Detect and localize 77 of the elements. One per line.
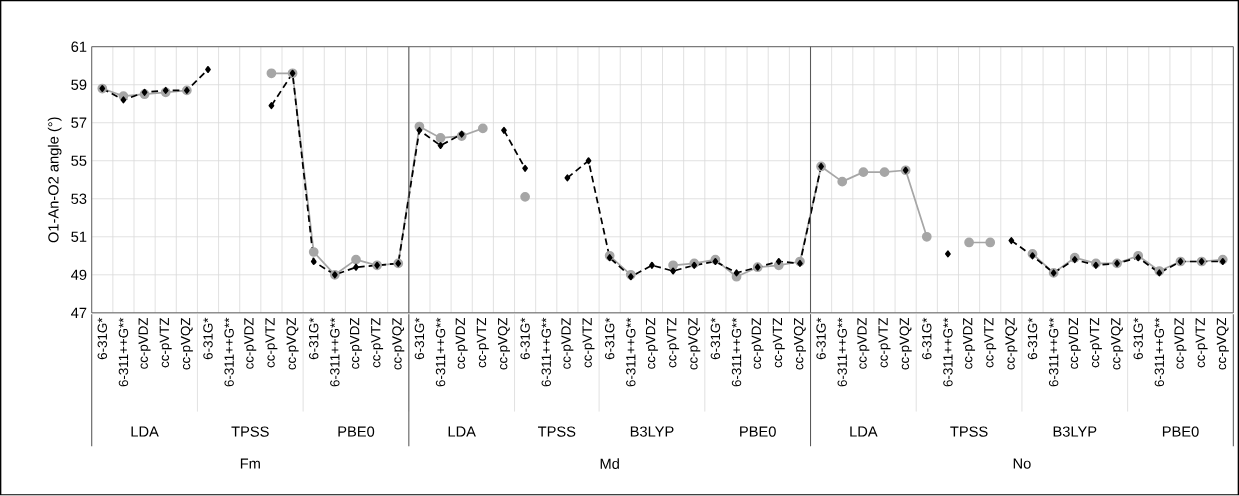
y-tick-label: 47	[71, 308, 87, 319]
y-tick-label: 57	[71, 117, 87, 129]
x-tick-label: cc-pVTZ	[772, 318, 785, 368]
x-tick-label: cc-pVQZ	[286, 318, 299, 370]
x-tick-label: cc-pVQZ	[392, 318, 405, 370]
x-tick-label: 6-311++G**	[837, 317, 847, 387]
text: LDA	[131, 426, 159, 437]
x-tick-label: 6-31G*	[604, 317, 615, 360]
x-tick-label: 6-31G*	[710, 317, 721, 360]
x-tick-label: cc-pVQZ	[793, 318, 806, 370]
x-tick-label: 6-31G*	[308, 317, 319, 360]
y-tick-label: 51	[71, 231, 87, 243]
x-tick-label: 6-31G*	[414, 317, 425, 360]
text: B3LYP	[630, 426, 674, 437]
x-tick-label: cc-pVQZ	[688, 318, 701, 370]
x-tick-label: 6-31G*	[922, 317, 932, 360]
y-axis-title: O1-An-O2 angle (°)	[47, 117, 62, 243]
x-tick-label: 6-31G*	[816, 317, 826, 360]
x-tick-label: cc-pVDZ	[455, 318, 468, 370]
x-tick-label: 6-311++G**	[626, 317, 636, 387]
x-tick-label: 6-31G*	[520, 317, 530, 360]
x-tick-label: cc-pVTZ	[1089, 318, 1102, 368]
x-tick-label: 6-311++G**	[330, 317, 340, 387]
x-tick-label: cc-pVTZ	[582, 318, 595, 368]
x-tick-label: cc-pVDZ	[350, 318, 362, 370]
x-tick-label: cc-pVDZ	[645, 318, 658, 370]
x-tick-label: 6-311++G**	[1154, 317, 1165, 387]
x-tick-label: 6-311++G**	[943, 317, 953, 387]
x-tick-label: 6-31G*	[97, 317, 108, 360]
text: PBE0	[1162, 426, 1199, 437]
x-tick-label: cc-pVQZ	[1216, 318, 1229, 370]
text: LDA	[448, 426, 476, 437]
text: PBE0	[338, 426, 375, 437]
text: Fm	[240, 458, 260, 469]
x-tick-label: cc-pVTZ	[984, 318, 997, 368]
y-tick-label: 53	[71, 193, 87, 205]
x-tick-label: cc-pVDZ	[857, 318, 870, 370]
y-tick-label: 61	[71, 41, 87, 53]
x-tick-label: 6-31G*	[1133, 317, 1143, 360]
x-tick-label: cc-pVDZ	[244, 318, 257, 370]
y-tick-label: 59	[71, 79, 87, 91]
x-tick-label: cc-pVDZ	[138, 318, 151, 370]
x-tick-label: cc-pVDZ	[561, 318, 574, 370]
x-tick-label: cc-pVTZ	[667, 318, 680, 368]
x-tick-label: 6-31G*	[1027, 317, 1038, 360]
text: LDA	[850, 426, 878, 437]
text: Md	[600, 458, 619, 470]
x-tick-label: cc-pVQZ	[1005, 318, 1018, 370]
text: B3LYP	[1053, 426, 1097, 437]
text: No	[1013, 458, 1031, 469]
x-tick-label: cc-pVTZ	[1195, 318, 1208, 368]
x-tick-label: cc-pVTZ	[371, 318, 384, 368]
x-tick-label: 6-311++G**	[541, 317, 551, 387]
x-tick-label: cc-pVQZ	[180, 318, 193, 370]
y-tick-label: 49	[71, 269, 87, 281]
text: PBE0	[740, 426, 776, 437]
x-tick-label: 6-311++G**	[118, 317, 129, 387]
x-tick-label: cc-pVTZ	[265, 318, 278, 368]
y-tick-label: 55	[71, 155, 87, 167]
x-tick-label: 6-311++G**	[224, 317, 234, 387]
x-tick-label: cc-pVDZ	[751, 318, 764, 370]
text: TPSS	[231, 426, 269, 437]
x-tick-label: 6-31G*	[203, 317, 213, 360]
x-tick-label: cc-pVTZ	[159, 318, 172, 368]
x-tick-label: cc-pVDZ	[963, 318, 976, 370]
x-tick-label: 6-311++G**	[1048, 317, 1059, 387]
x-tick-label: cc-pVDZ	[1068, 318, 1081, 370]
x-tick-label: cc-pVQZ	[1111, 318, 1124, 370]
x-tick-label: 6-311++G**	[731, 317, 742, 387]
text: TPSS	[537, 426, 576, 437]
x-tick-label: cc-pVTZ	[476, 318, 489, 368]
x-tick-label: cc-pVTZ	[878, 318, 891, 368]
x-tick-label: cc-pVQZ	[497, 318, 511, 370]
text: TPSS	[950, 426, 988, 437]
x-tick-label: 6-311++G**	[435, 317, 446, 387]
x-tick-label: cc-pVQZ	[899, 318, 912, 370]
x-tick-label: cc-pVDZ	[1174, 318, 1187, 370]
